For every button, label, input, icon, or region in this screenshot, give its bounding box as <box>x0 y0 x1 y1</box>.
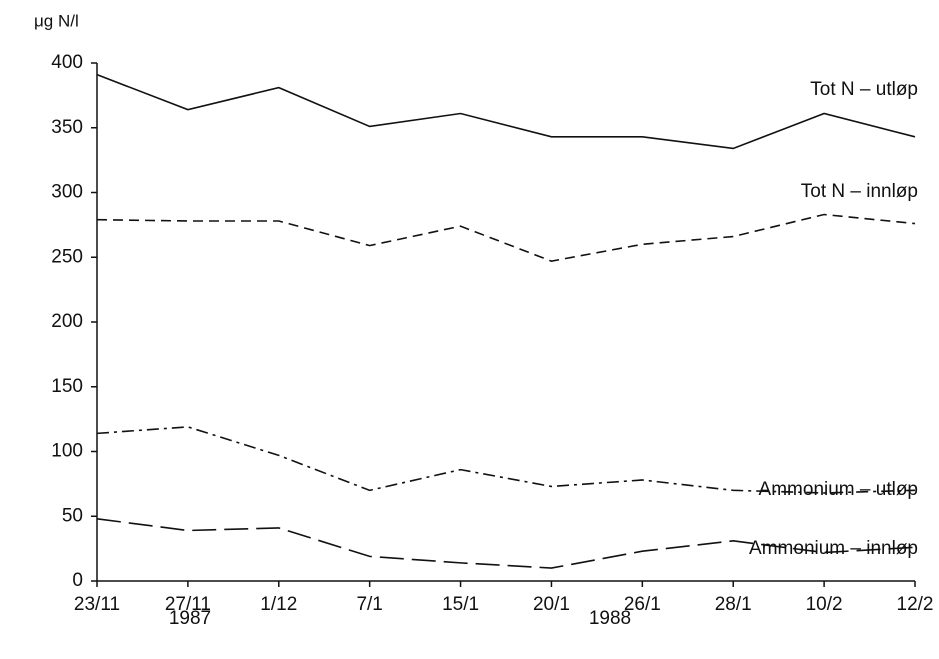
y-axis-label: μg N/l <box>34 11 79 30</box>
x-tick-label: 12/2 <box>897 594 934 615</box>
x-tick-label: 1/12 <box>260 594 297 615</box>
series-line <box>96 213 916 262</box>
y-tick-label: 50 <box>62 505 83 526</box>
y-tick-label: 250 <box>51 246 83 267</box>
x-tick-label: 26/1 <box>624 594 661 615</box>
x-tick-label: 23/11 <box>74 594 120 615</box>
x-tick-label: 27/11 <box>165 594 211 615</box>
x-tick-label: 7/1 <box>356 594 382 615</box>
year-label: 1987 <box>169 608 211 629</box>
y-tick-label: 150 <box>51 376 83 397</box>
x-tick-label: 10/2 <box>806 594 843 615</box>
y-tick-label: 300 <box>51 182 83 203</box>
y-tick-label: 400 <box>51 52 83 73</box>
year-label: 1988 <box>589 608 631 629</box>
series-label: Tot N – utløp <box>810 79 918 100</box>
y-tick-label: 0 <box>72 570 83 591</box>
x-tick-label: 15/1 <box>442 594 479 615</box>
y-tick-label: 350 <box>51 117 83 138</box>
series-label: Ammonium – utløp <box>759 479 918 500</box>
y-tick-label: 200 <box>51 311 83 332</box>
x-tick-label: 20/1 <box>533 594 570 615</box>
series-label: Ammonium – innløp <box>749 538 918 559</box>
series-line <box>96 518 916 569</box>
series-line <box>96 73 916 150</box>
series-label: Tot N – innløp <box>801 181 918 202</box>
x-tick-label: 28/1 <box>715 594 752 615</box>
y-tick-label: 100 <box>51 441 83 462</box>
